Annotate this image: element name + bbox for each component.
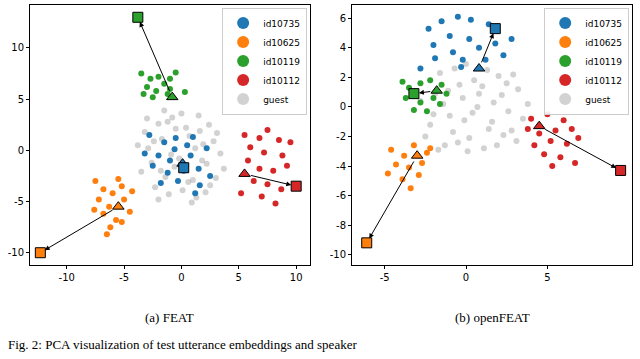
svg-text:(a) FEAT: (a) FEAT xyxy=(145,310,194,325)
svg-text:id10112: id10112 xyxy=(263,76,300,86)
svg-text:Fig. 2: PCA visualization of t: Fig. 2: PCA visualization of test uttera… xyxy=(8,337,357,352)
svg-text:guest: guest xyxy=(263,95,289,105)
svg-text:-4: -4 xyxy=(336,161,346,172)
svg-text:id10625: id10625 xyxy=(585,38,622,48)
svg-text:-8: -8 xyxy=(336,220,346,231)
svg-text:-10: -10 xyxy=(330,249,346,260)
svg-text:-5: -5 xyxy=(380,272,390,283)
svg-text:2: 2 xyxy=(340,72,346,83)
svg-text:-6: -6 xyxy=(336,190,346,201)
svg-text:guest: guest xyxy=(585,95,611,105)
svg-text:5: 5 xyxy=(544,272,550,283)
svg-text:-10: -10 xyxy=(8,247,24,258)
svg-text:(b) openFEAT: (b) openFEAT xyxy=(455,310,530,325)
svg-text:id10625: id10625 xyxy=(263,38,300,48)
svg-text:5: 5 xyxy=(18,94,24,105)
svg-text:5: 5 xyxy=(236,272,242,283)
svg-text:id10119: id10119 xyxy=(585,57,622,67)
svg-text:0: 0 xyxy=(463,272,469,283)
svg-text:id10119: id10119 xyxy=(263,57,300,67)
svg-text:0: 0 xyxy=(178,272,184,283)
svg-text:0: 0 xyxy=(340,101,346,112)
svg-text:0: 0 xyxy=(18,145,24,156)
svg-text:id10112: id10112 xyxy=(585,76,622,86)
svg-text:6: 6 xyxy=(340,13,346,24)
svg-text:10: 10 xyxy=(11,42,24,53)
svg-text:id10735: id10735 xyxy=(585,19,622,29)
svg-text:-2: -2 xyxy=(336,131,346,142)
svg-text:10: 10 xyxy=(290,272,303,283)
svg-text:-5: -5 xyxy=(119,272,129,283)
svg-text:-10: -10 xyxy=(59,272,75,283)
svg-text:id10735: id10735 xyxy=(263,19,300,29)
svg-text:4: 4 xyxy=(340,42,346,53)
svg-text:-5: -5 xyxy=(14,196,24,207)
